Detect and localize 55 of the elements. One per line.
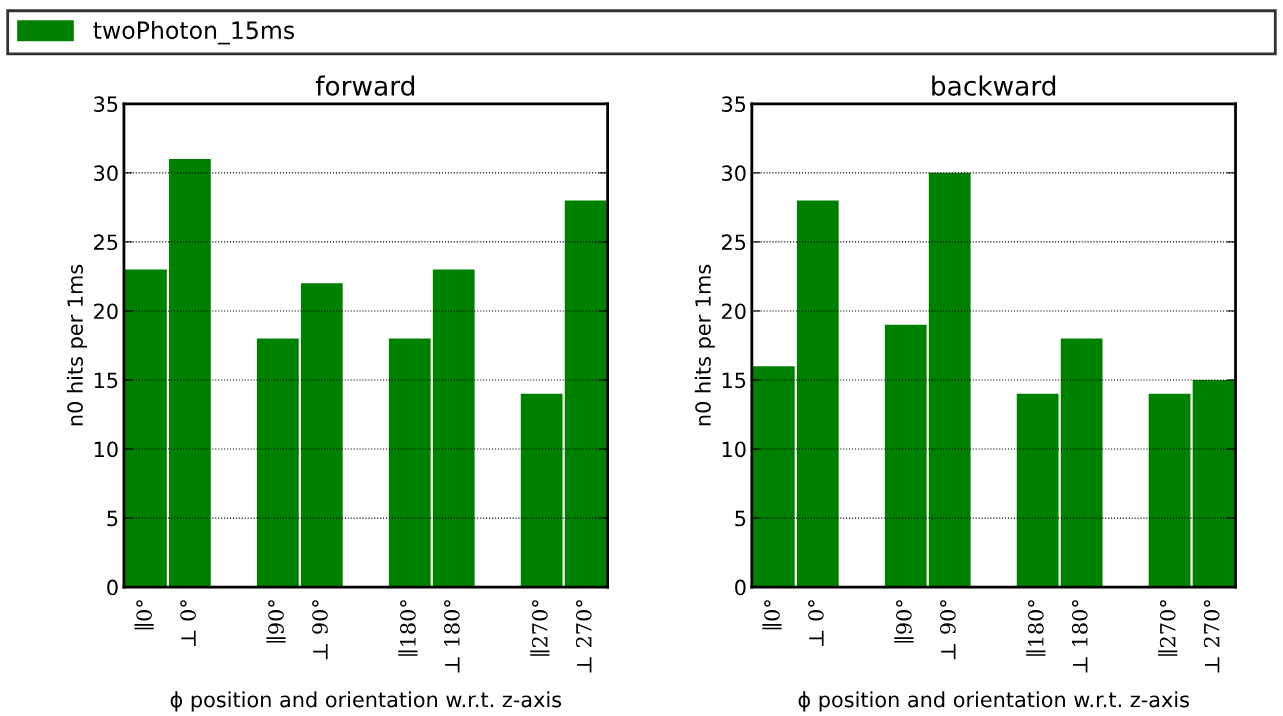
- y-tick-label: 10: [722, 441, 746, 458]
- y-axis-title: n0 hits per 1ms: [66, 264, 88, 426]
- y-tick-label: 10: [94, 441, 118, 458]
- bar: [752, 366, 795, 588]
- y-tick-label: 15: [722, 372, 746, 389]
- y-tick-label: 35: [94, 96, 118, 113]
- y-tick-label: 25: [721, 234, 746, 251]
- x-tick-label: ∥270°: [530, 600, 550, 656]
- chart-title: forward: [315, 75, 414, 96]
- chart-title: backward: [932, 75, 1056, 96]
- x-tick-label: ⊥ 90°: [940, 600, 956, 660]
- y-axis-title: n0 hits per 1ms: [694, 264, 715, 426]
- x-tick-label: ∥90°: [266, 600, 286, 643]
- bar: [884, 324, 927, 588]
- bar: [125, 269, 167, 588]
- y-tick-label: 25: [94, 234, 118, 251]
- bar: [1148, 393, 1191, 588]
- bar: [432, 269, 475, 588]
- bar: [256, 338, 299, 588]
- x-tick-label: ∥180°: [1026, 600, 1046, 656]
- x-tick-label: ∥270°: [1158, 600, 1178, 656]
- x-axis-title: ϕ position and orientation w.r.t. z-axis: [798, 691, 1189, 712]
- bar: [169, 159, 211, 588]
- y-tick-label: 5: [107, 510, 118, 527]
- y-tick-label: 30: [722, 165, 746, 182]
- bar: [564, 200, 607, 588]
- bar: [1016, 393, 1059, 588]
- x-tick-label: ∥90°: [894, 600, 914, 643]
- x-tick-label: ∥0°: [762, 600, 782, 630]
- x-tick-label: ∥180°: [398, 600, 418, 656]
- x-tick-label: ⊥ 180°: [1071, 600, 1088, 673]
- bar: [928, 172, 971, 588]
- y-tick-label: 5: [735, 510, 746, 527]
- y-tick-label: 20: [94, 303, 118, 320]
- x-tick-label: ⊥ 90°: [312, 600, 328, 660]
- bar: [1060, 338, 1103, 588]
- bar: [388, 338, 431, 588]
- x-tick-label: ⊥ 0°: [808, 600, 824, 646]
- legend-label: twoPhoton_15ms: [93, 20, 295, 45]
- bar: [1192, 379, 1235, 588]
- x-tick-label: ⊥ 0°: [180, 600, 196, 646]
- bar: [796, 200, 839, 588]
- y-tick-label: 35: [722, 96, 746, 113]
- x-tick-label: ⊥ 180°: [444, 600, 460, 673]
- y-tick-label: 15: [94, 372, 118, 389]
- bar: [300, 283, 343, 588]
- x-tick-label: ∥0°: [134, 600, 154, 630]
- x-tick-label: ⊥ 270°: [1203, 600, 1220, 673]
- x-tick-label: ⊥ 270°: [575, 600, 592, 673]
- y-tick-label: 0: [735, 579, 746, 596]
- bar: [520, 393, 563, 588]
- y-tick-label: 30: [94, 165, 118, 182]
- y-tick-label: 0: [107, 579, 118, 596]
- x-axis-title: ϕ position and orientation w.r.t. z-axis: [170, 691, 562, 712]
- y-tick-label: 20: [721, 303, 746, 320]
